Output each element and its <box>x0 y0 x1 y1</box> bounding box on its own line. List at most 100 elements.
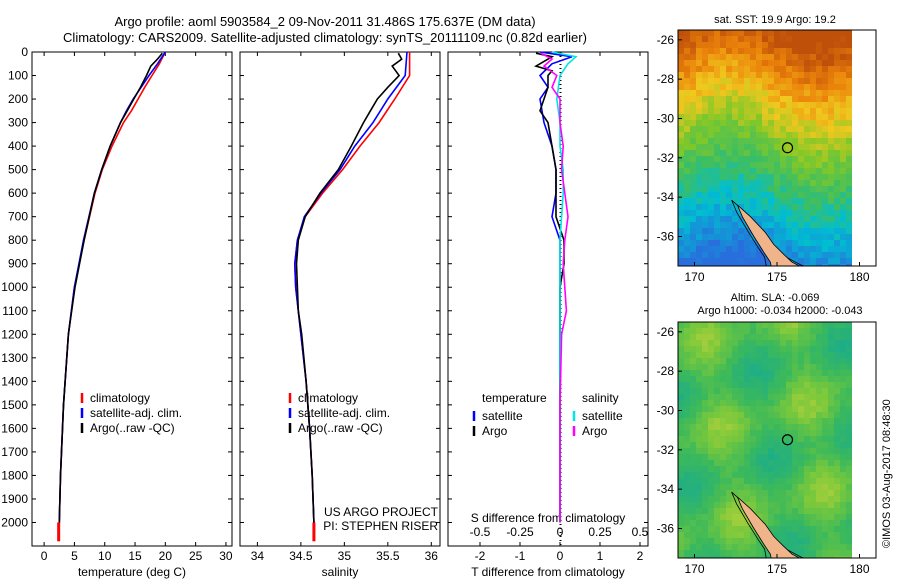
field-cell <box>690 442 696 448</box>
field-cell <box>822 102 828 108</box>
field-cell <box>690 436 696 442</box>
field-cell <box>822 436 828 442</box>
s-tick-label: 0 <box>557 525 564 539</box>
field-cell <box>684 502 690 508</box>
field-cell <box>714 328 720 334</box>
field-cell <box>768 472 774 478</box>
field-cell <box>834 370 840 376</box>
field-cell <box>822 472 828 478</box>
field-cell <box>822 526 828 532</box>
field-cell <box>684 246 690 252</box>
field-cell <box>828 340 834 346</box>
field-cell <box>804 502 810 508</box>
field-cell <box>702 246 708 252</box>
field-cell <box>816 478 822 484</box>
field-cell <box>756 30 762 36</box>
field-cell <box>834 138 840 144</box>
field-cell <box>732 556 738 558</box>
field-cell <box>714 412 720 418</box>
field-cell <box>774 370 780 376</box>
field-cell <box>840 352 846 358</box>
field-cell <box>774 526 780 532</box>
field-cell <box>804 490 810 496</box>
field-cell <box>792 532 798 538</box>
field-cell <box>774 42 780 48</box>
field-cell <box>732 424 738 430</box>
field-cell <box>834 460 840 466</box>
field-cell <box>774 442 780 448</box>
field-cell <box>840 198 846 204</box>
field-cell <box>720 364 726 370</box>
field-cell <box>684 436 690 442</box>
field-cell <box>774 532 780 538</box>
field-cell <box>678 264 684 266</box>
field-cell <box>762 228 768 234</box>
field-cell <box>750 418 756 424</box>
field-cell <box>744 502 750 508</box>
field-cell <box>780 538 786 544</box>
field-cell <box>816 264 822 266</box>
field-cell <box>750 144 756 150</box>
field-cell <box>774 520 780 526</box>
x-tick-label: 5 <box>71 549 78 563</box>
field-cell <box>702 156 708 162</box>
field-cell <box>786 364 792 370</box>
field-cell <box>816 60 822 66</box>
y-tick-label: 1200 <box>1 327 28 341</box>
field-cell <box>816 352 822 358</box>
field-cell <box>696 442 702 448</box>
field-cell <box>720 520 726 526</box>
field-cell <box>732 204 738 210</box>
field-cell <box>738 72 744 78</box>
field-cell <box>822 334 828 340</box>
field-cell <box>768 48 774 54</box>
field-cell <box>780 328 786 334</box>
field-cell <box>798 454 804 460</box>
field-cell <box>828 550 834 556</box>
field-cell <box>810 48 816 54</box>
field-cell <box>738 36 744 42</box>
field-cell <box>756 478 762 484</box>
field-cell <box>750 346 756 352</box>
field-cell <box>720 454 726 460</box>
field-cell <box>738 436 744 442</box>
land-mass <box>737 496 801 558</box>
field-cell <box>756 364 762 370</box>
field-cell <box>780 406 786 412</box>
field-cell <box>726 418 732 424</box>
field-cell <box>720 532 726 538</box>
field-cell <box>804 526 810 532</box>
field-cell <box>774 114 780 120</box>
field-cell <box>840 472 846 478</box>
field-cell <box>714 42 720 48</box>
field-cell <box>840 406 846 412</box>
field-cell <box>804 108 810 114</box>
field-cell <box>750 382 756 388</box>
field-cell <box>702 544 708 550</box>
field-cell <box>708 48 714 54</box>
field-cell <box>768 186 774 192</box>
field-cell <box>756 96 762 102</box>
field-cell <box>792 412 798 418</box>
field-cell <box>774 210 780 216</box>
field-cell <box>822 138 828 144</box>
field-cell <box>684 484 690 490</box>
field-cell <box>678 90 684 96</box>
field-cell <box>822 246 828 252</box>
field-cell <box>774 96 780 102</box>
field-cell <box>702 352 708 358</box>
field-cell <box>714 48 720 54</box>
field-cell <box>690 48 696 54</box>
field-cell <box>738 448 744 454</box>
field-cell <box>696 370 702 376</box>
field-cell <box>756 394 762 400</box>
field-cell <box>798 96 804 102</box>
field-cell <box>774 138 780 144</box>
field-cell <box>702 484 708 490</box>
field-cell <box>720 424 726 430</box>
field-cell <box>744 412 750 418</box>
field-cell <box>810 520 816 526</box>
field-cell <box>786 406 792 412</box>
field-cell <box>816 96 822 102</box>
field-cell <box>804 126 810 132</box>
